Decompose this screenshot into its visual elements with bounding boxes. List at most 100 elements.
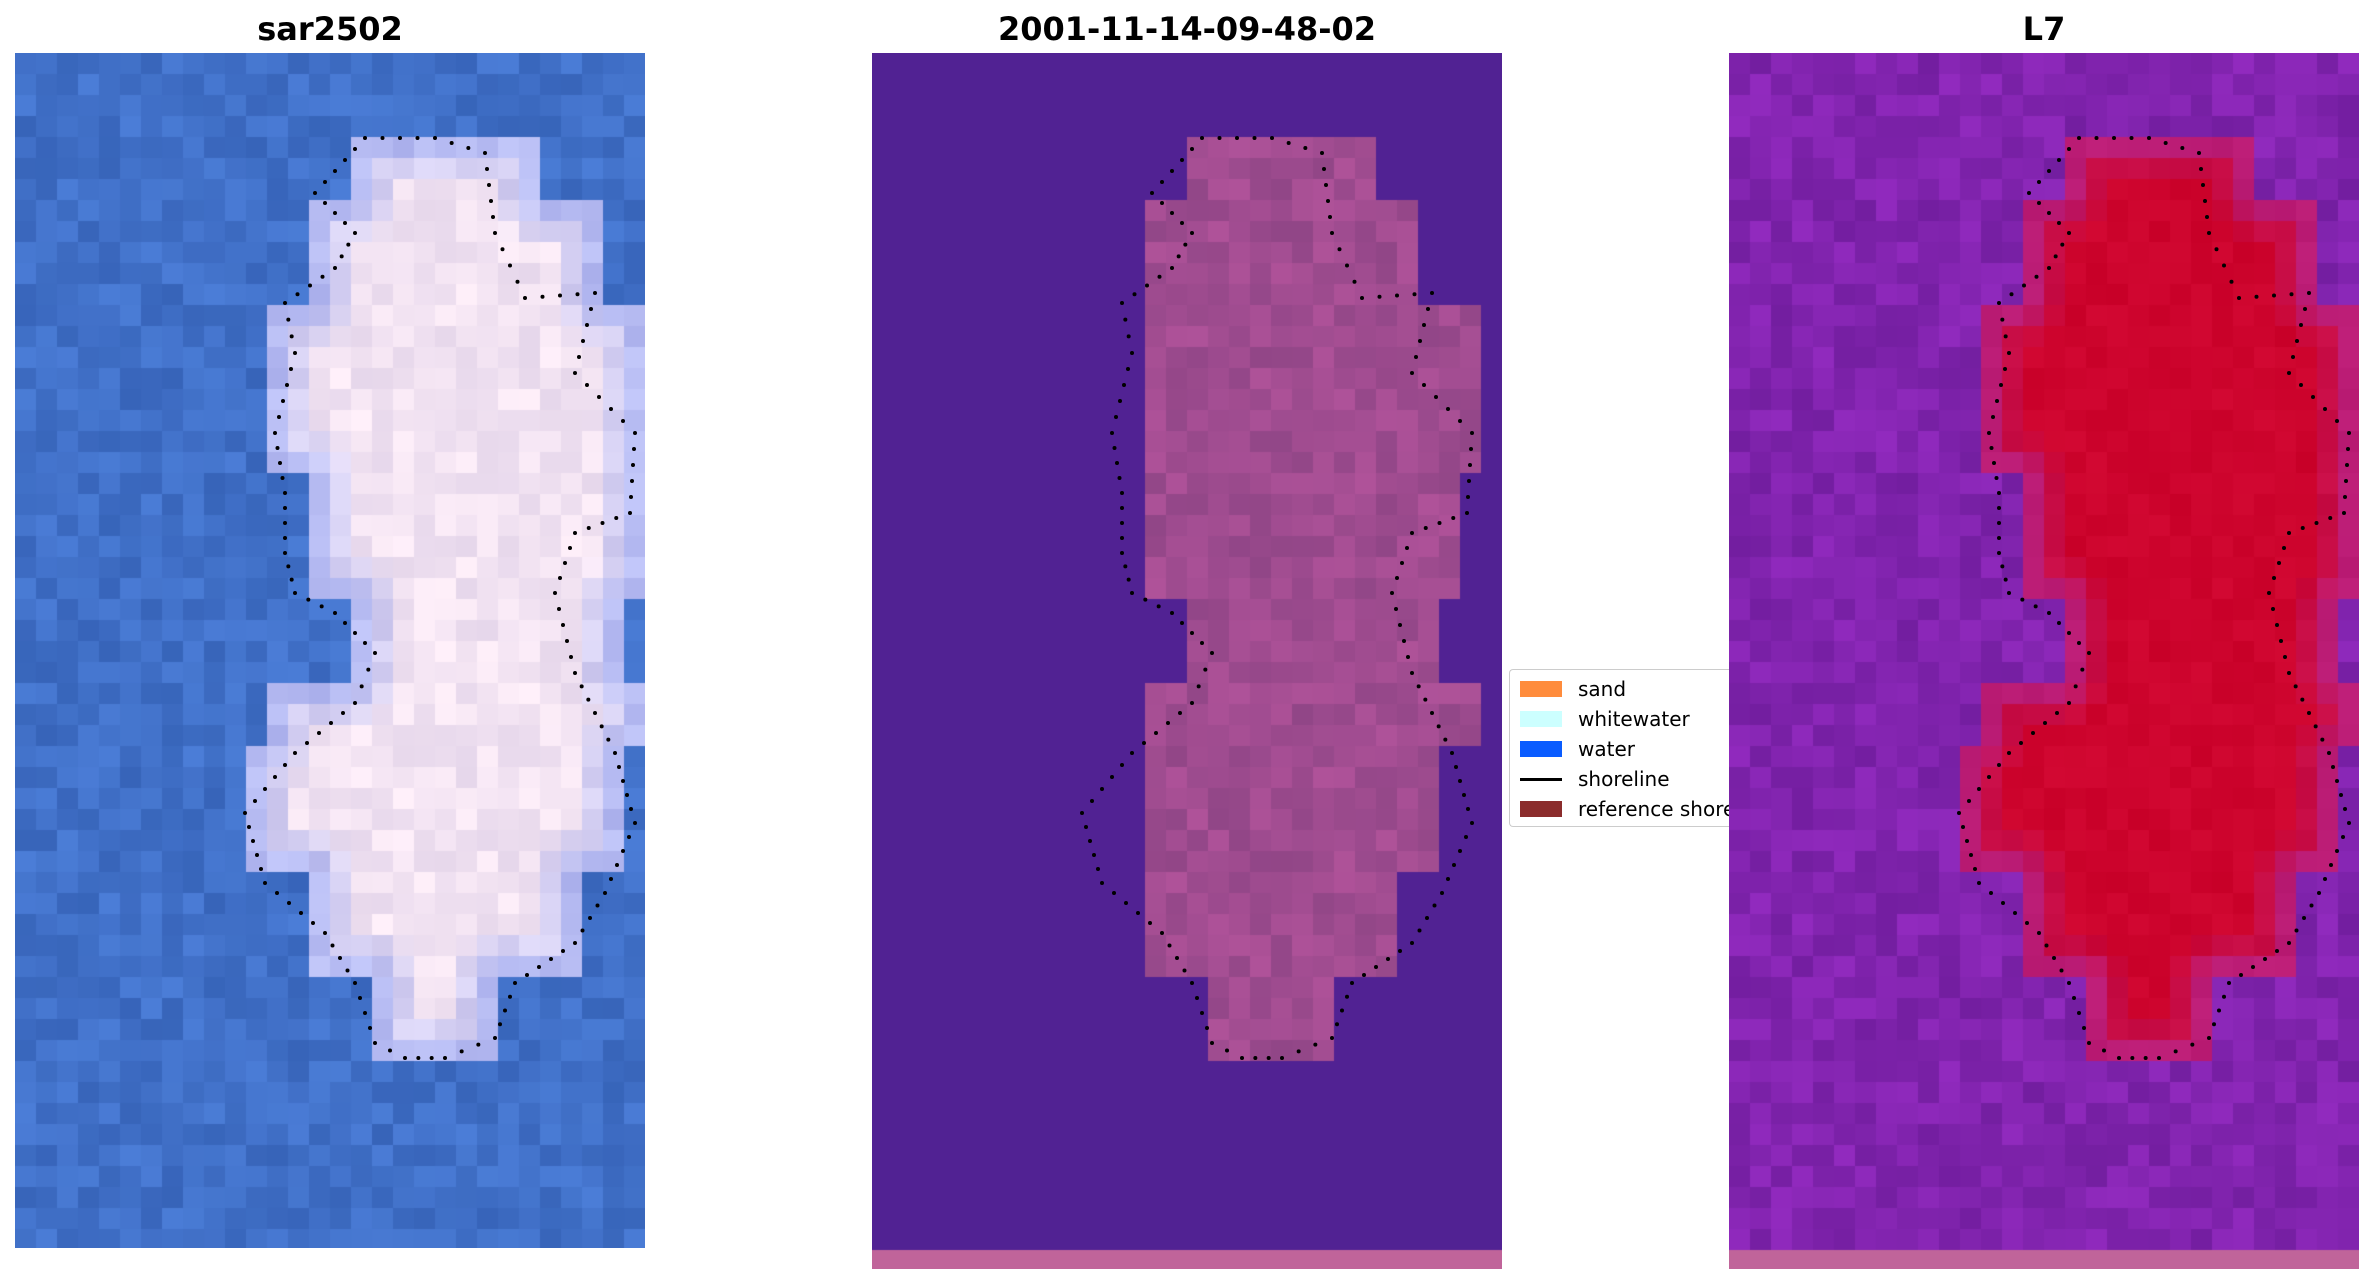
- shoreline-dot: [1989, 891, 1993, 895]
- shoreline-dot: [621, 779, 625, 783]
- shoreline-dot: [2303, 307, 2307, 311]
- shoreline-dot: [2287, 371, 2291, 375]
- shoreline-dot: [1112, 446, 1117, 450]
- shoreline-dot: [429, 1056, 434, 1060]
- shoreline-dot: [2047, 611, 2051, 615]
- shoreline-dot: [1096, 867, 1100, 871]
- shoreline-dot: [289, 334, 294, 339]
- shoreline-dot: [2003, 577, 2008, 582]
- shoreline-dot: [1170, 211, 1174, 215]
- shoreline-dot: [2212, 1022, 2216, 1027]
- shoreline-dot: [595, 903, 600, 908]
- shoreline-dot: [2094, 136, 2099, 140]
- shoreline-dot: [403, 1056, 407, 1060]
- shoreline-dot: [1156, 604, 1161, 609]
- shoreline-dot: [2001, 901, 2005, 905]
- shoreline-dot: [2272, 576, 2276, 580]
- shoreline-dot: [275, 891, 279, 895]
- shoreline-dot: [2072, 996, 2076, 1000]
- shoreline-dot: [243, 811, 247, 815]
- shoreline-dot: [1190, 981, 1194, 985]
- shoreline-dot: [1320, 151, 1324, 155]
- shoreline-dot: [1183, 242, 1188, 247]
- legend-item-water: water: [1520, 734, 1635, 764]
- shoreline-dot: [1170, 611, 1174, 615]
- shoreline-dot: [2047, 169, 2051, 173]
- shoreline-dot: [1335, 1022, 1339, 1027]
- shoreline-dot: [2344, 479, 2348, 483]
- shoreline-dot: [629, 495, 633, 499]
- shoreline-dot: [2347, 431, 2351, 435]
- shoreline-dot: [2053, 254, 2058, 259]
- shoreline-dot: [2007, 351, 2011, 355]
- shoreline-dot: [2345, 463, 2349, 467]
- shoreline-dot: [1451, 516, 1456, 520]
- shoreline-dot: [540, 294, 545, 299]
- shoreline-dot: [2263, 957, 2267, 961]
- shoreline-dot: [1957, 811, 1961, 815]
- shoreline-dot: [283, 763, 287, 767]
- shoreline-dot: [625, 793, 629, 797]
- shoreline-dot: [1148, 921, 1152, 925]
- shoreline-dot: [2287, 941, 2291, 945]
- shoreline-dot: [1965, 839, 1969, 843]
- shoreline-dot: [1989, 446, 1994, 450]
- shoreline-dot: [2323, 877, 2327, 881]
- shoreline-dot: [259, 867, 263, 871]
- legend-item-reference-shoreline: reference shoreline: [1520, 794, 1729, 824]
- shoreline-dot: [2302, 916, 2306, 920]
- shoreline-dot: [363, 136, 367, 140]
- shoreline-dot: [2037, 201, 2041, 205]
- shoreline-dot: [1136, 911, 1140, 915]
- shoreline-dot: [1997, 763, 2001, 767]
- shoreline-dot: [293, 591, 297, 595]
- shoreline-dot: [2327, 751, 2331, 755]
- shoreline-dot: [283, 521, 287, 525]
- shoreline-dot: [1977, 787, 1981, 791]
- shoreline-dot: [1423, 697, 1428, 702]
- shoreline-dot: [2190, 1042, 2195, 1047]
- shoreline-dot: [1120, 551, 1124, 555]
- shoreline-dot: [557, 607, 561, 611]
- shoreline-dot: [2000, 564, 2005, 569]
- shoreline-dot: [311, 921, 315, 925]
- shoreline-dot: [1414, 355, 1418, 359]
- shoreline-dot: [2057, 621, 2061, 625]
- shoreline-dot: [1434, 395, 1438, 399]
- shoreline-dot: [1114, 415, 1118, 419]
- shoreline-dot: [306, 597, 311, 602]
- shoreline-dot: [1130, 351, 1134, 355]
- shoreline-dot: [1464, 835, 1468, 839]
- shoreline-dot: [1440, 891, 1444, 895]
- shoreline-dot: [1977, 881, 1981, 885]
- shoreline-dot: [2044, 943, 2049, 948]
- shoreline-dot: [1115, 461, 1119, 465]
- shoreline-dot: [2033, 604, 2038, 609]
- shoreline-dot: [1112, 891, 1116, 895]
- shoreline-dot: [573, 531, 577, 535]
- shoreline-dot: [2300, 697, 2305, 702]
- shoreline-dot: [615, 863, 619, 867]
- shoreline-dot: [1454, 765, 1458, 769]
- shoreline-dot: [476, 1042, 481, 1047]
- shoreline-dot: [363, 641, 367, 645]
- shoreline-dot: [1120, 491, 1124, 495]
- shoreline-dot: [1967, 799, 1971, 803]
- shoreline-dot: [2289, 292, 2294, 297]
- shoreline-dot: [1458, 419, 1462, 423]
- shoreline-dot: [1157, 274, 1162, 279]
- shoreline-dot: [558, 293, 562, 298]
- shoreline-dot: [2277, 561, 2281, 565]
- shoreline-dot: [2043, 721, 2047, 725]
- shoreline-dot: [1432, 903, 1437, 908]
- shoreline-dot: [333, 266, 337, 270]
- shoreline-dot: [2020, 597, 2025, 602]
- shoreline-dot: [1352, 279, 1357, 284]
- shoreline-dot: [2173, 1049, 2178, 1054]
- legend-item-shoreline: shoreline: [1520, 764, 1670, 794]
- shoreline-dot: [1430, 711, 1434, 715]
- shoreline-dot: [2059, 968, 2064, 973]
- shoreline-dot: [2291, 355, 2295, 359]
- shoreline-dot: [283, 506, 287, 510]
- shoreline-dot: [283, 551, 287, 555]
